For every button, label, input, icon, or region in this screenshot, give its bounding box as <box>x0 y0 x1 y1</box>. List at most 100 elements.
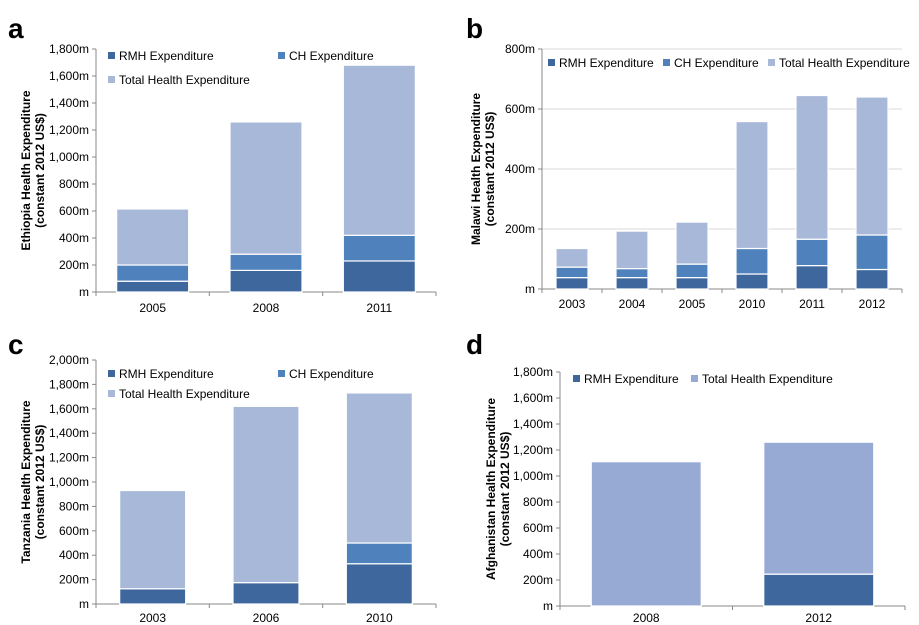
panel-a-bar-2011-seg-0 <box>342 260 416 293</box>
panel-d-y-tick-label: 200m <box>523 573 553 587</box>
panel-c-y-tick-label: 1,200m <box>49 451 89 465</box>
panel-d-y-axis-title-line: Afghanistan Health Expenditure <box>484 398 498 580</box>
panel-a-bar-2005-seg-2 <box>116 208 190 266</box>
panel-d-y-tick-label: 1,200m <box>513 443 553 457</box>
panel-c-legend-label: CH Expenditure <box>289 367 374 381</box>
panel-a-legend-swatch <box>108 76 115 83</box>
panel-b-x-tick-label: 2004 <box>619 297 646 311</box>
panel-d-y-axis-title-line: (constant 2012 US$) <box>498 432 512 547</box>
panel-c-legend-swatch <box>108 370 115 377</box>
panel-a-legend-label: RMH Expenditure <box>119 49 214 63</box>
panel-b-bar-2005-seg-2 <box>675 221 709 265</box>
panel-c-y-tick-label: 2,000m <box>49 353 89 367</box>
panel-c-bar-2010-seg-1 <box>345 542 413 565</box>
panel-b-y-axis-title-line: Malawi Health Expenditure <box>469 93 483 245</box>
panel-d-y-tick-label: 400m <box>523 547 553 561</box>
panel-c-legend-label: Total Health Expenditure <box>119 387 250 401</box>
panel-a-y-axis-title-line: Ethiopia Health Expenditure <box>19 90 33 250</box>
panel-d-bar-2012-seg-1 <box>763 441 875 575</box>
panel-b-x-tick-label: 2011 <box>799 297 825 311</box>
panel-b-bar-2010-seg-0 <box>735 273 769 290</box>
panel-b-bar-2004-seg-0 <box>615 277 649 290</box>
panel-c-bar-2003-seg-0 <box>119 588 187 605</box>
panel-b-bar-2005-seg-0 <box>675 277 709 290</box>
panel-c-legend-label: RMH Expenditure <box>119 367 214 381</box>
panel-b-bar-2010-seg-2 <box>735 120 769 250</box>
panel-b-legend-swatch <box>768 59 775 66</box>
panel-b-bar-2003-seg-1 <box>555 266 589 279</box>
panel-d-legend-label: Total Health Expenditure <box>702 372 833 386</box>
panel-c-y-tick-label: 1,400m <box>49 426 89 440</box>
panel-d-legend-label: RMH Expenditure <box>584 372 679 386</box>
panel-d-y-tick-label: 1,800m <box>513 365 553 379</box>
panel-c-y-tick-label: 800m <box>59 499 89 513</box>
panel-b-x-tick-label: 2005 <box>679 297 706 311</box>
panel-b-legend-label: Total Health Expenditure <box>779 56 910 70</box>
panel-b-y-tick-label: 400m <box>505 162 535 176</box>
panel-d-legend-swatch <box>691 375 698 382</box>
panel-a-y-tick-label: 1,400m <box>49 96 89 110</box>
panel-d-bar-2012-seg-0 <box>763 573 875 607</box>
panel-c-legend-swatch <box>108 390 115 397</box>
panel-c-bar-2010-seg-0 <box>345 563 413 605</box>
panel-b-bar-2012-seg-2 <box>855 96 889 236</box>
panel-d-y-axis-title: Afghanistan Health Expenditure(constant … <box>484 398 512 580</box>
panel-b-x-tick-label: 2010 <box>739 297 766 311</box>
panel-a-letter: a <box>8 13 24 44</box>
panel-a-y-tick-label: 1,000m <box>49 150 89 164</box>
panel-c-bar-2010-seg-2 <box>345 392 413 544</box>
panel-c-y-tick-label: 400m <box>59 548 89 562</box>
panel-a-legend-swatch <box>108 52 115 59</box>
panel-c-bar-2006-seg-2 <box>232 405 300 584</box>
panel-b-x-tick-label: 2003 <box>559 297 586 311</box>
panel-d-legend-swatch <box>573 375 580 382</box>
panel-a-bar-2005-seg-1 <box>116 264 190 282</box>
panel-c-y-tick-label: 600m <box>59 524 89 538</box>
panel-d-y-tick-label: 1,400m <box>513 417 553 431</box>
panel-b-y-axis-title-line: (constant 2012 US$) <box>483 112 497 227</box>
panel-c-y-tick-label: 1,800m <box>49 377 89 391</box>
panel-a-y-tick-label: 600m <box>59 204 89 218</box>
panel-a-bar-2008-seg-1 <box>229 253 303 271</box>
panel-a-x-tick-label: 2005 <box>139 301 166 315</box>
panel-b-bar-2005-seg-1 <box>675 263 709 279</box>
panel-d-bar-2008-seg-1 <box>590 461 702 607</box>
panel-b-bar-2012-seg-0 <box>855 268 889 290</box>
panel-c-y-axis-title-line: Tanzania Health Expenditure <box>19 400 33 563</box>
panel-b-bar-2011-seg-1 <box>795 238 829 267</box>
panel-a-legend-swatch <box>278 52 285 59</box>
panel-d-afghanistan: d m 200m 400m 600m 800m 1,000m 1,200m 1,400m 1,6… <box>466 329 906 625</box>
panel-b-x-tick-label: 2012 <box>859 297 886 311</box>
panel-d-x-tick-label: 2012 <box>805 611 832 625</box>
panel-a-x-tick-label: 2008 <box>253 301 280 315</box>
panel-a-y-tick-label: 400m <box>59 231 89 245</box>
panel-b-y-tick-label: m <box>525 282 535 296</box>
panel-b-bar-2003-seg-0 <box>555 277 589 290</box>
panel-b-bar-2012-seg-1 <box>855 234 889 271</box>
panel-c-tanzania: c m 200m 400m 600m 800m 1,000m 1,200m 1,400m 1,6… <box>8 329 437 625</box>
panel-b-legend-label: RMH Expenditure <box>559 56 654 70</box>
panel-c-x-tick-label: 2003 <box>139 611 166 625</box>
panel-b-bar-2011-seg-0 <box>795 265 829 290</box>
panel-c-y-tick-label: m <box>79 597 89 611</box>
panel-b-y-axis-title: Malawi Health Expenditure(constant 2012 … <box>469 93 497 245</box>
panel-a-bar-2005-seg-0 <box>116 280 190 293</box>
panel-b-malawi: b m 200m 400m 600m 800m 2003 2004 2005 2010 2011 2… <box>466 13 910 311</box>
panel-a-bar-2011-seg-1 <box>342 234 416 262</box>
panel-c-y-axis-title: Tanzania Health Expenditure(constant 201… <box>19 400 47 563</box>
panel-a-legend-label: Total Health Expenditure <box>119 73 250 87</box>
panel-b-bar-2004-seg-2 <box>615 230 649 270</box>
panel-b-bar-2011-seg-2 <box>795 94 829 240</box>
panel-d-y-tick-label: 600m <box>523 521 553 535</box>
panel-b-bar-2003-seg-2 <box>555 247 589 268</box>
panel-b-legend-swatch <box>548 59 555 66</box>
panel-b-bar-2004-seg-1 <box>615 268 649 279</box>
panel-c-legend-swatch <box>278 370 285 377</box>
panel-d-letter: d <box>466 329 483 360</box>
panel-c-x-tick-label: 2006 <box>253 611 280 625</box>
panel-a-x-tick-label: 2011 <box>366 301 392 315</box>
panel-b-legend-label: CH Expenditure <box>674 56 759 70</box>
panel-c-y-tick-label: 1,000m <box>49 475 89 489</box>
panel-a-y-axis-title: Ethiopia Health Expenditure(constant 201… <box>19 90 47 250</box>
